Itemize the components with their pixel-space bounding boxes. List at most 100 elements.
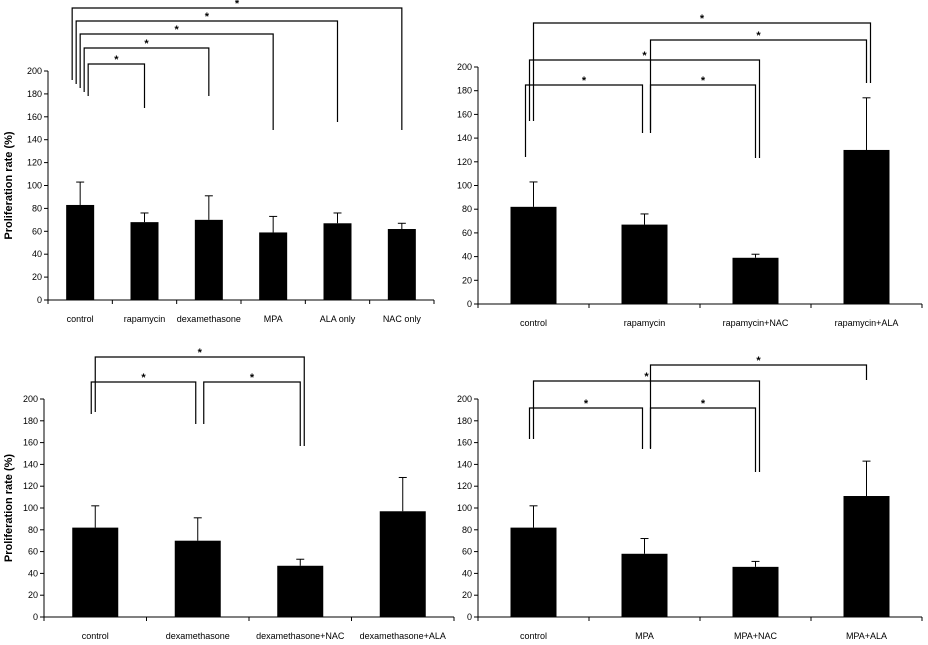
significance-bracket [94, 356, 305, 446]
category-label: dexamethasone+ALA [360, 631, 446, 641]
significance-star: * [198, 347, 203, 359]
y-tick-label: 60 [462, 228, 472, 238]
y-tick-label: 0 [33, 612, 38, 622]
bar-rapamycin [130, 222, 159, 300]
bar-mpa [259, 232, 288, 300]
category-label: control [520, 631, 547, 641]
y-tick-label: 160 [457, 438, 472, 448]
significance-bracket [649, 407, 757, 472]
bar-ala-only [323, 223, 352, 300]
significance-star: * [642, 50, 647, 62]
category-label: control [82, 631, 109, 641]
bar-dexamethasone [194, 219, 223, 300]
category-label: rapamycin+ALA [835, 318, 899, 328]
bar-rapamycin [621, 224, 668, 304]
y-tick-label: 40 [462, 252, 472, 262]
bar-control [72, 527, 119, 617]
y-tick-label: 0 [467, 299, 472, 309]
bar-dexamethasone-nac [277, 565, 324, 617]
y-tick-label: 180 [457, 416, 472, 426]
y-tick-label: 60 [462, 547, 472, 557]
significance-bracket [528, 407, 644, 449]
bar-rapamycin-nac [732, 257, 779, 304]
category-label: dexamethasone+NAC [256, 631, 345, 641]
significance-star: * [205, 11, 210, 23]
category-label: MPA+NAC [734, 631, 778, 641]
y-tick-label: 200 [27, 66, 42, 76]
y-tick-label: 100 [27, 181, 42, 191]
significance-bracket [79, 33, 274, 130]
bar-dexamethasone-ala [379, 511, 426, 617]
significance-star: * [144, 38, 149, 50]
category-label: ALA only [320, 314, 356, 324]
y-tick-label: 20 [462, 590, 472, 600]
bar-mpa [621, 553, 668, 617]
category-label: control [520, 318, 547, 328]
y-axis-label: Proliferation rate (%) [3, 131, 15, 240]
significance-bracket [528, 59, 761, 158]
category-label: rapamycin+NAC [723, 318, 789, 328]
category-label: MPA [264, 314, 283, 324]
y-tick-label: 200 [23, 394, 38, 404]
significance-star: * [114, 54, 119, 66]
significance-star: * [756, 30, 761, 42]
significance-star: * [701, 398, 706, 410]
significance-bracket [532, 380, 761, 472]
y-tick-label: 80 [28, 525, 38, 535]
significance-bracket [71, 7, 403, 130]
significance-bracket [75, 20, 339, 122]
bar-dexamethasone [174, 540, 221, 617]
significance-star: * [235, 0, 240, 10]
chart-panel-4: 0 20 40 60 80 100 120 140 160 180 200 control MPA MPA… [457, 355, 923, 641]
y-tick-label: 20 [32, 272, 42, 282]
y-tick-label: 120 [457, 157, 472, 167]
significance-star: * [756, 355, 761, 367]
significance-bracket [90, 381, 197, 424]
y-tick-label: 0 [467, 612, 472, 622]
chart-panel-1: 0 20 40 60 80 100 120 140 160 180 200 Proliferation… [3, 0, 435, 324]
significance-star: * [175, 24, 180, 36]
significance-star: * [644, 371, 649, 383]
y-tick-label: 40 [462, 568, 472, 578]
significance-bracket [87, 63, 146, 108]
y-tick-label: 160 [457, 109, 472, 119]
y-tick-label: 20 [462, 275, 472, 285]
bar-mpa-nac [732, 566, 779, 617]
y-tick-label: 80 [462, 525, 472, 535]
significance-bracket [203, 381, 301, 446]
y-tick-label: 60 [28, 547, 38, 557]
y-tick-label: 140 [23, 459, 38, 469]
category-label: NAC only [383, 314, 422, 324]
bar-control [66, 204, 95, 300]
significance-bracket [649, 364, 868, 448]
bar-nac-only [387, 229, 416, 300]
y-tick-label: 40 [32, 249, 42, 259]
significance-star: * [584, 398, 589, 410]
y-tick-label: 180 [457, 86, 472, 96]
significance-star: * [250, 372, 255, 384]
y-tick-label: 120 [27, 158, 42, 168]
category-label: dexamethasone [166, 631, 230, 641]
axes [44, 70, 435, 304]
y-tick-label: 0 [37, 295, 42, 305]
chart-panel-2: 0 20 40 60 80 100 120 140 160 180 200 control rapamy… [457, 13, 923, 328]
significance-star: * [701, 75, 706, 87]
category-label: control [67, 314, 94, 324]
significance-star: * [141, 372, 146, 384]
significance-bracket [649, 39, 868, 133]
significance-bracket [649, 84, 757, 158]
y-tick-label: 40 [28, 568, 38, 578]
y-tick-label: 180 [23, 416, 38, 426]
y-tick-label: 200 [457, 62, 472, 72]
y-tick-label: 100 [457, 181, 472, 191]
bar-mpa-ala [843, 496, 890, 617]
y-tick-label: 140 [457, 133, 472, 143]
category-label: dexamethasone [177, 314, 241, 324]
y-tick-label: 160 [23, 438, 38, 448]
bar-rapamycin-ala [843, 149, 890, 304]
y-tick-label: 80 [32, 203, 42, 213]
y-tick-label: 160 [27, 112, 42, 122]
category-label: rapamycin [124, 314, 166, 324]
y-tick-label: 100 [457, 503, 472, 513]
